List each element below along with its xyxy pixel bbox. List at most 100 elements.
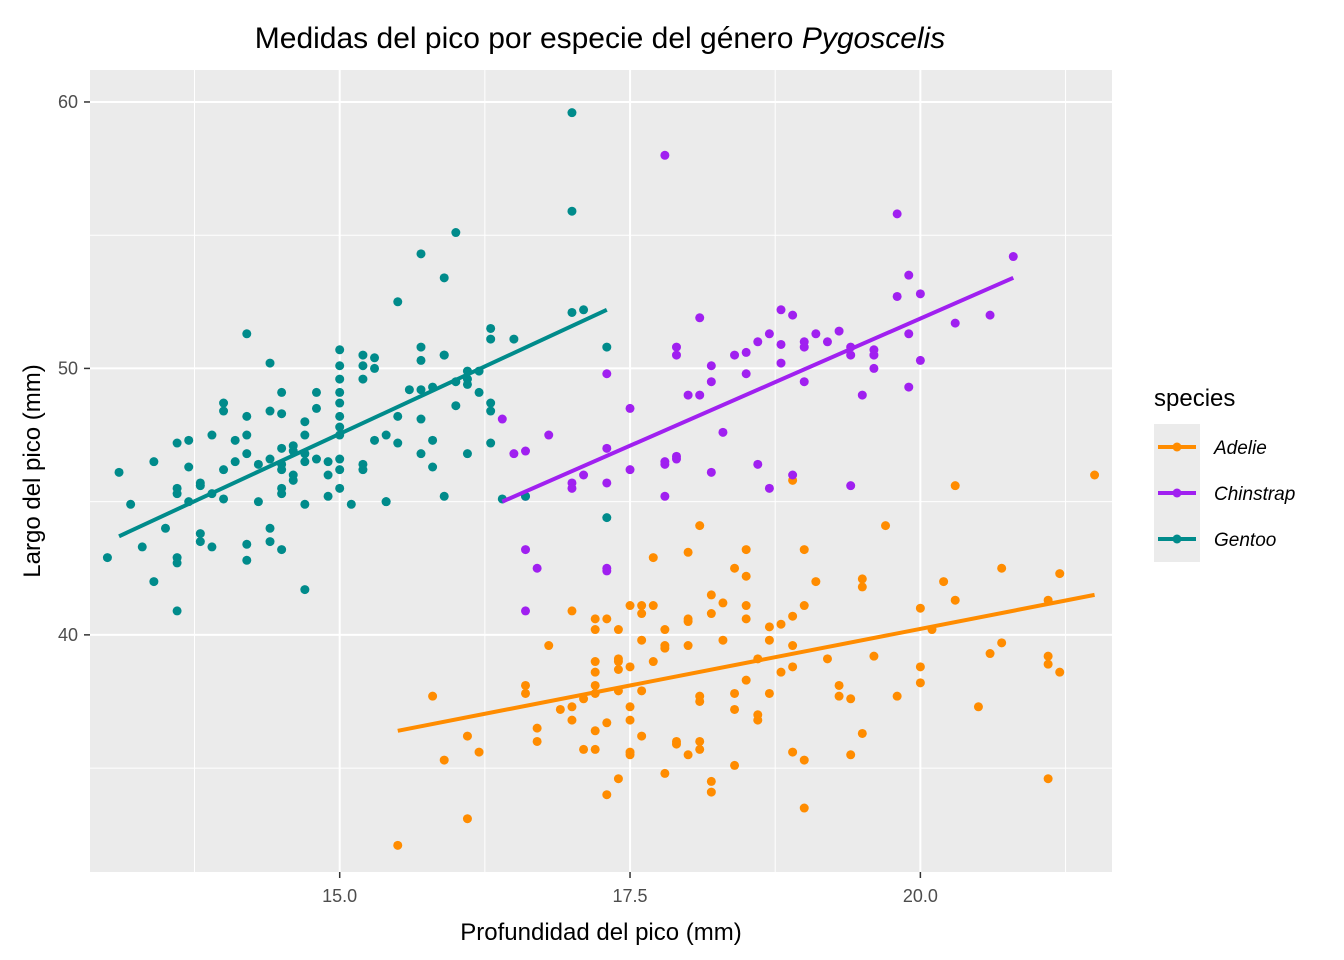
data-point-adelie (788, 641, 798, 651)
data-point-adelie (695, 744, 705, 754)
data-point-gentoo (207, 430, 217, 440)
data-point-adelie (567, 702, 577, 712)
data-point-gentoo (207, 542, 217, 552)
data-point-adelie (985, 649, 995, 659)
data-point-gentoo (439, 273, 449, 283)
data-point-gentoo (172, 606, 182, 616)
data-point-chinstrap (799, 377, 809, 387)
axes: 15.0 17.5 20.0 40 50 60 (58, 92, 938, 906)
data-point-adelie (799, 601, 809, 611)
data-point-adelie (602, 790, 612, 800)
data-point-gentoo (602, 513, 612, 523)
data-point-adelie (834, 691, 844, 701)
data-point-gentoo (323, 457, 333, 467)
data-point-chinstrap (869, 363, 879, 373)
legend-key-point-adelie (1172, 442, 1182, 452)
data-point-adelie (1055, 569, 1065, 579)
data-point-adelie (997, 563, 1007, 573)
data-point-adelie (660, 625, 670, 635)
data-point-gentoo (439, 491, 449, 501)
data-point-gentoo (370, 435, 380, 445)
data-point-gentoo (346, 499, 356, 509)
data-point-gentoo (184, 435, 194, 445)
data-point-adelie (741, 571, 751, 581)
data-point-gentoo (381, 430, 391, 440)
data-point-adelie (567, 606, 577, 616)
data-point-adelie (1043, 659, 1053, 669)
data-point-chinstrap (671, 350, 681, 360)
data-point-gentoo (184, 462, 194, 472)
data-point-adelie (776, 667, 786, 677)
data-point-chinstrap (776, 305, 786, 315)
data-point-gentoo (126, 499, 136, 509)
data-point-adelie (730, 563, 740, 573)
data-point-adelie (590, 680, 600, 690)
x-tick-label: 15.0 (322, 886, 357, 906)
svg-text:Medidas del pico por especie d: Medidas del pico por especie del género … (255, 22, 945, 55)
data-point-adelie (973, 702, 983, 712)
data-point-gentoo (335, 411, 345, 421)
legend-key-point-chinstrap (1172, 488, 1182, 498)
data-point-gentoo (335, 398, 345, 408)
data-point-adelie (695, 521, 705, 531)
data-point-chinstrap (671, 342, 681, 352)
data-point-adelie (683, 641, 693, 651)
data-point-gentoo (335, 422, 345, 432)
data-point-gentoo (602, 342, 612, 352)
data-point-adelie (846, 694, 856, 704)
data-point-adelie (613, 625, 623, 635)
data-point-adelie (462, 814, 472, 824)
data-point-gentoo (323, 491, 333, 501)
data-point-adelie (857, 728, 867, 738)
data-point-gentoo (102, 553, 112, 563)
data-point-chinstrap (567, 483, 577, 493)
data-point-chinstrap (602, 563, 612, 573)
data-point-chinstrap (695, 390, 705, 400)
data-point-gentoo (462, 379, 472, 389)
data-point-adelie (637, 601, 647, 611)
data-point-gentoo (242, 449, 252, 459)
x-tick-label: 20.0 (903, 886, 938, 906)
data-point-gentoo (323, 470, 333, 480)
data-point-adelie (764, 622, 774, 632)
data-point-chinstrap (811, 329, 821, 339)
data-point-gentoo (358, 361, 368, 371)
y-axis-title: Largo del pico (mm) (19, 364, 46, 577)
data-point-gentoo (486, 323, 496, 333)
data-point-adelie (648, 657, 658, 667)
data-point-adelie (428, 691, 438, 701)
data-point-adelie (881, 521, 891, 531)
data-point-adelie (822, 654, 832, 664)
trend-line-gentoo (118, 307, 608, 539)
data-point-gentoo (300, 457, 310, 467)
data-point-chinstrap (660, 457, 670, 467)
data-point-gentoo (230, 435, 240, 445)
data-point-adelie (613, 654, 623, 664)
data-point-adelie (834, 680, 844, 690)
trend-line-adelie (397, 592, 1095, 733)
data-point-adelie (799, 803, 809, 813)
data-point-gentoo (358, 374, 368, 384)
data-point-chinstrap (788, 310, 798, 320)
data-point-chinstrap (904, 382, 914, 392)
data-point-chinstrap (625, 465, 635, 475)
data-point-gentoo (370, 353, 380, 363)
data-point-adelie (799, 755, 809, 765)
data-point-adelie (613, 774, 623, 784)
data-point-gentoo (358, 350, 368, 360)
chart-title-genus: Pygoscelis (802, 22, 945, 55)
data-point-adelie (915, 678, 925, 688)
data-point-adelie (521, 680, 531, 690)
data-point-gentoo (311, 387, 321, 397)
data-point-adelie (753, 710, 763, 720)
data-point-gentoo (242, 539, 252, 549)
data-point-gentoo (300, 430, 310, 440)
data-point-chinstrap (544, 430, 554, 440)
data-point-gentoo (335, 483, 345, 493)
data-point-adelie (683, 750, 693, 760)
data-point-chinstrap (753, 459, 763, 469)
data-point-chinstrap (764, 483, 774, 493)
data-point-gentoo (242, 430, 252, 440)
data-point-adelie (544, 641, 554, 651)
data-point-gentoo (277, 465, 287, 475)
